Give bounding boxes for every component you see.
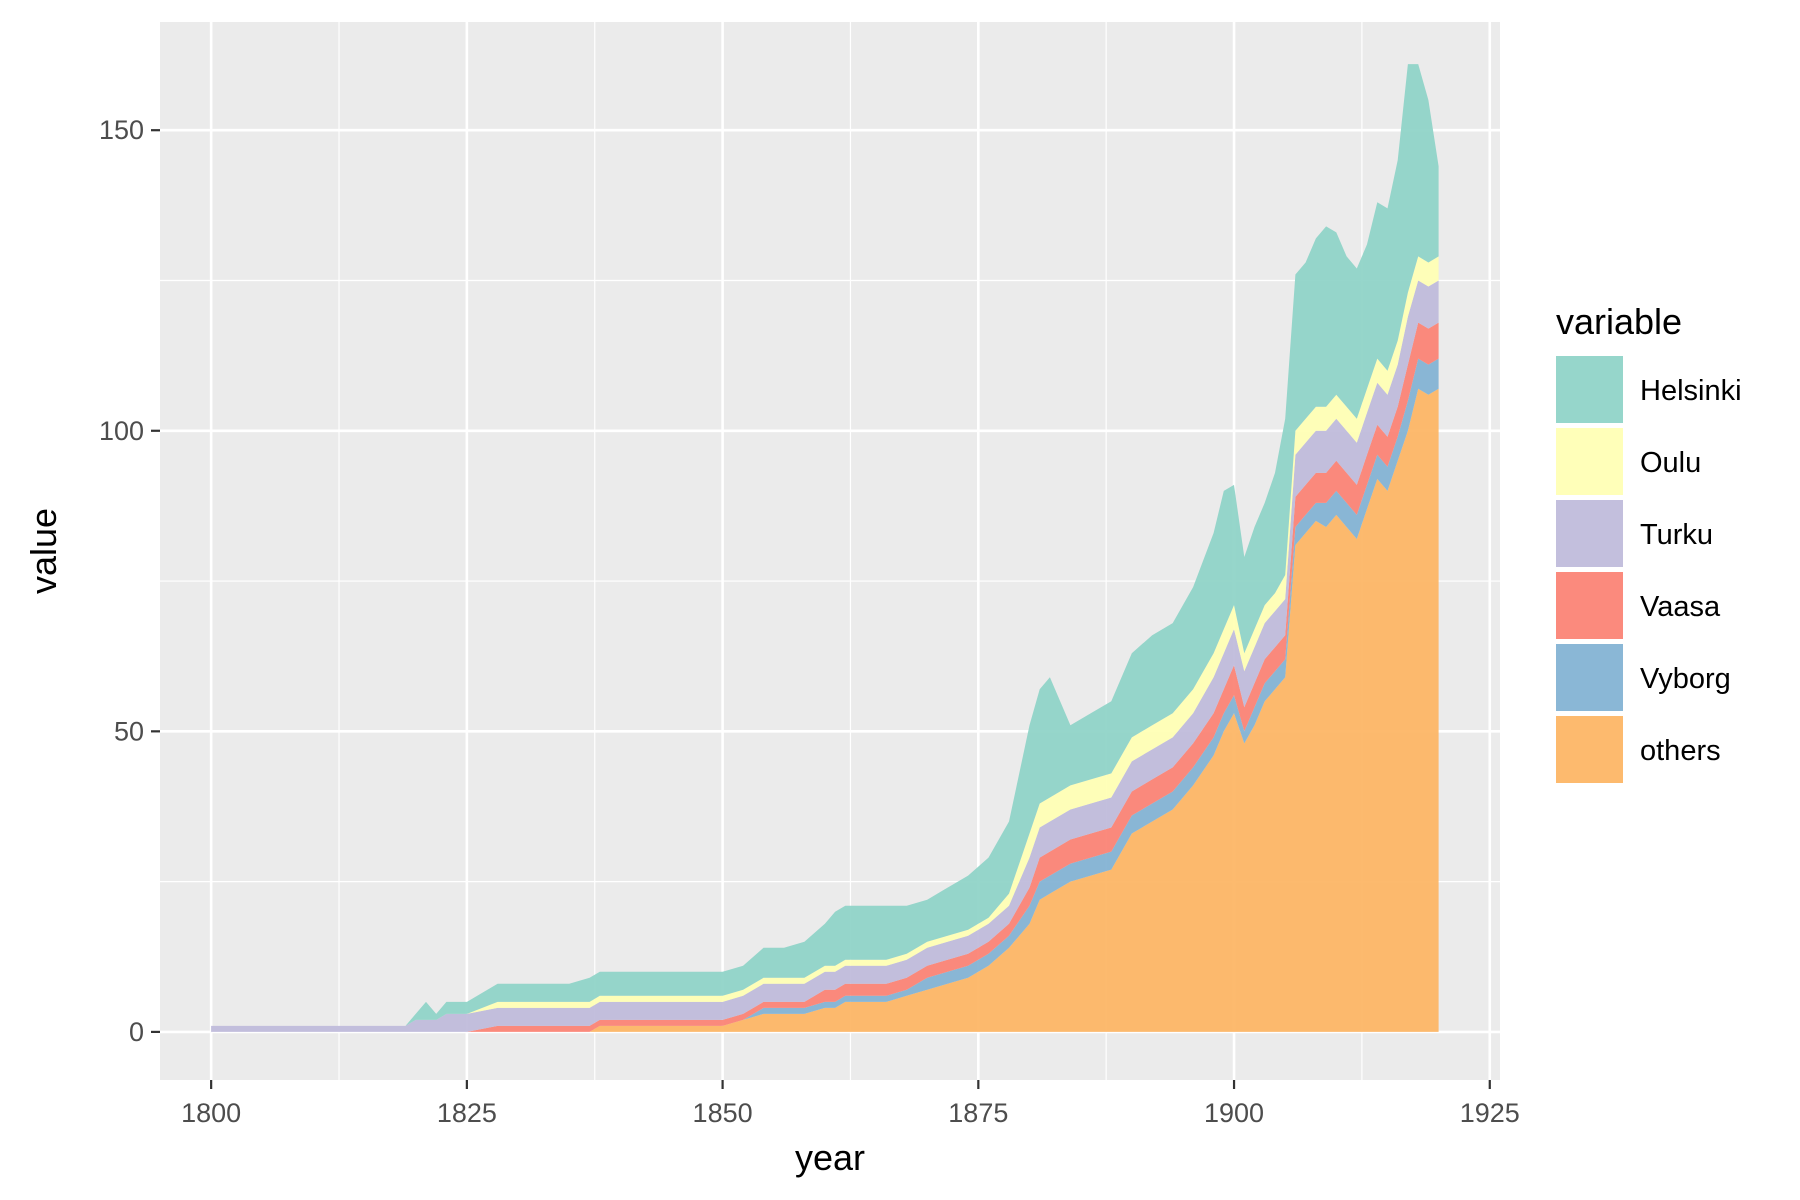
legend-label-others: others (1640, 735, 1721, 767)
y-tick-label: 150 (99, 115, 144, 145)
legend-label-helsinki: Helsinki (1640, 375, 1742, 407)
legend-key-helsinki (1556, 356, 1623, 423)
legend-label-vaasa: Vaasa (1640, 591, 1721, 623)
legend-label-vyborg: Vyborg (1640, 663, 1731, 695)
legend-key-oulu (1556, 428, 1623, 495)
x-tick-label: 1875 (948, 1098, 1008, 1128)
x-tick-label: 1925 (1460, 1098, 1520, 1128)
x-axis-title: year (795, 1137, 865, 1178)
legend: variable Helsinki Oulu Turku Vaasa Vyborg oth… (1556, 301, 1742, 783)
x-tick-label: 1900 (1204, 1098, 1264, 1128)
x-tick-label: 1800 (181, 1098, 241, 1128)
legend-key-others (1556, 716, 1623, 783)
x-tick-label: 1850 (693, 1098, 753, 1128)
legend-key-vaasa (1556, 572, 1623, 639)
legend-label-oulu: Oulu (1640, 447, 1701, 479)
legend-title: variable (1556, 301, 1682, 342)
legend-label-turku: Turku (1640, 519, 1713, 551)
x-tick-label: 1825 (437, 1098, 497, 1128)
stacked-areas (211, 64, 1439, 1032)
legend-key-turku (1556, 500, 1623, 567)
y-axis: 0 50 100 150 (99, 115, 160, 1047)
legend-key-vyborg (1556, 644, 1623, 711)
major-gridlines (160, 22, 1500, 1080)
y-tick-label: 0 (129, 1017, 144, 1047)
y-tick-label: 100 (99, 416, 144, 446)
x-axis: 1800 1825 1850 1875 1900 1925 (181, 1080, 1520, 1128)
y-tick-label: 50 (114, 716, 144, 746)
y-axis-title: value (23, 508, 64, 594)
area-others (211, 388, 1439, 1032)
